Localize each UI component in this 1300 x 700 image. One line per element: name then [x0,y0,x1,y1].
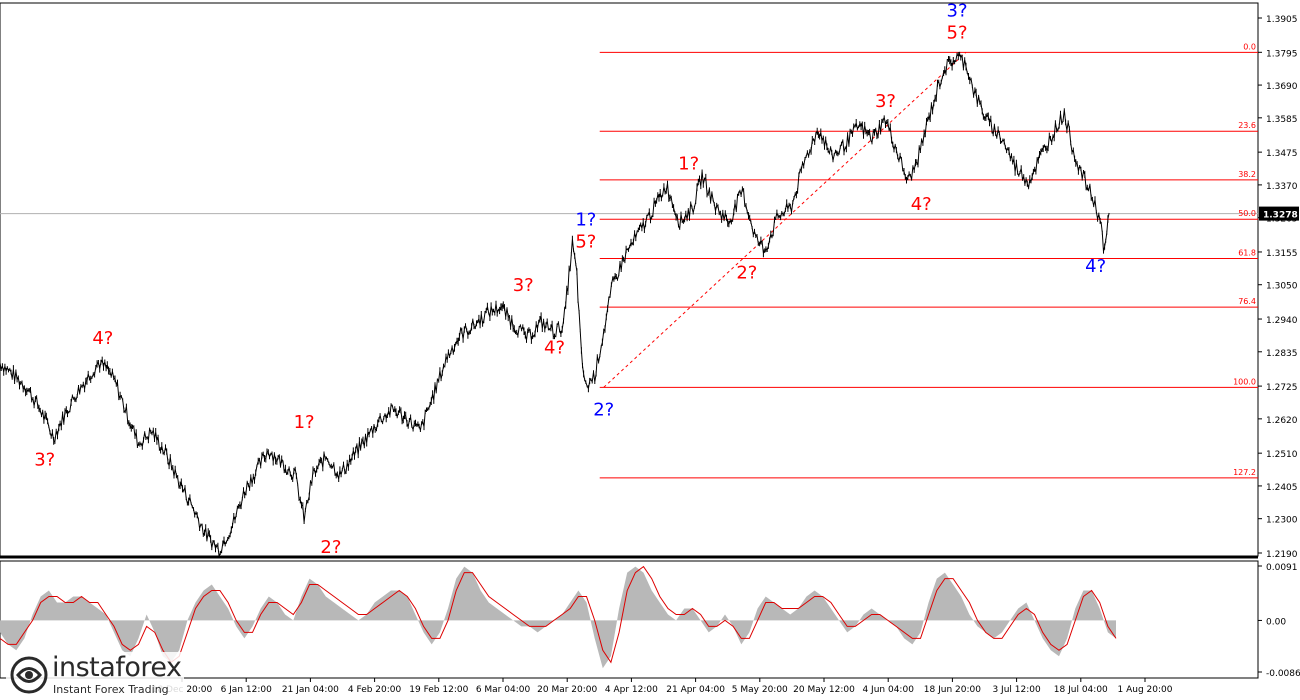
time-tick-label: 4 Jun 04:00 [862,685,914,695]
logo-brand: instaforex [52,652,182,683]
time-tick-label: 20 Mar 20:00 [537,685,597,695]
price-tick-label: 1.3370 [1266,182,1298,192]
price-tick-label: 1.3585 [1266,115,1298,125]
wave-label: 1? [294,412,315,433]
osc-tick-label: -0.00862 [1266,669,1300,679]
wave-label: 5? [947,22,968,43]
wave-label: 3? [875,91,896,112]
time-tick-label: 21 Apr 04:00 [666,685,725,695]
price-tick-label: 1.2405 [1266,483,1298,493]
wave-label: 2? [320,537,341,558]
price-series [0,51,1110,556]
time-tick-label: 3 Jul 12:00 [992,685,1041,695]
instaforex-logo: instaforex Instant Forex Trading [6,652,184,698]
oscillator-series [0,565,1117,669]
price-tick-label: 1.3905 [1266,15,1298,25]
fib-level-label: 50.0 [1238,209,1256,218]
time-tick-label: 1 Aug 20:00 [1118,685,1173,695]
time-tick-label: 18 Jun 20:00 [924,685,981,695]
fib-level-label: 76.4 [1238,297,1256,306]
oscillator-histogram [0,566,1116,669]
price-tick-label: 1.3475 [1266,149,1298,159]
price-tick-label: 1.3155 [1266,249,1298,259]
price-tick-label: 1.2940 [1266,316,1298,326]
wave-label: 3? [513,275,534,296]
wave-label: 5? [575,231,596,252]
price-tick-label: 1.3795 [1266,49,1298,59]
time-tick-label: 20 May 12:00 [793,685,855,695]
time-tick-label: 5 May 20:00 [732,685,788,695]
price-tick-label: 1.2510 [1266,450,1298,460]
current-price-label: 1.3278 [1263,211,1298,221]
price-tick-label: 1.2190 [1266,550,1298,560]
price-tick-label: 1.3050 [1266,282,1298,292]
time-tick-label: 18 Jul 04:00 [1054,685,1108,695]
fib-level-label: 38.2 [1238,170,1256,179]
price-tick-label: 1.2725 [1266,383,1298,393]
fib-level-label: 0.0 [1243,42,1256,51]
osc-tick-label: 0.00 [1266,617,1286,627]
wave-label: 2? [593,400,614,421]
wave-label: 4? [92,328,113,349]
wave-label: 1? [575,209,596,230]
current-price-box [1259,206,1299,221]
fib-trendline [603,51,967,388]
price-line [0,51,1110,556]
wave-label: 4? [1085,256,1106,277]
time-tick-label: 19 Feb 12:00 [409,685,468,695]
main-panel-frame [0,2,1259,557]
wave-label: 2? [736,262,757,283]
fib-level-label: 23.6 [1238,121,1256,130]
fib-level-label: 127.2 [1233,468,1256,477]
wave-label: 1? [678,153,699,174]
fib-level-label: 61.8 [1238,249,1256,258]
price-tick-label: 1.3690 [1266,82,1298,92]
price-tick-label: 1.2835 [1266,349,1298,359]
instaforex-logo-icon [10,656,48,694]
time-tick-label: 6 Jan 12:00 [221,685,273,695]
logo-tagline: Instant Forex Trading [53,683,169,696]
wave-label: 3? [947,0,968,21]
wave-label: 4? [911,194,932,215]
oscillator-signal-line [0,565,1117,664]
time-tick-label: 6 Mar 04:00 [476,685,531,695]
wave-label: 4? [544,337,565,358]
time-tick-label: 21 Jan 04:00 [282,685,339,695]
osc-tick-label: 0.0091 [1266,563,1298,573]
price-tick-label: 1.2300 [1266,516,1298,526]
fib-level-label: 100.0 [1233,377,1256,386]
time-tick-label: 4 Apr 12:00 [605,685,658,695]
wave-label: 3? [34,450,55,471]
time-tick-label: 4 Feb 20:00 [348,685,402,695]
price-tick-label: 1.2620 [1266,416,1298,426]
